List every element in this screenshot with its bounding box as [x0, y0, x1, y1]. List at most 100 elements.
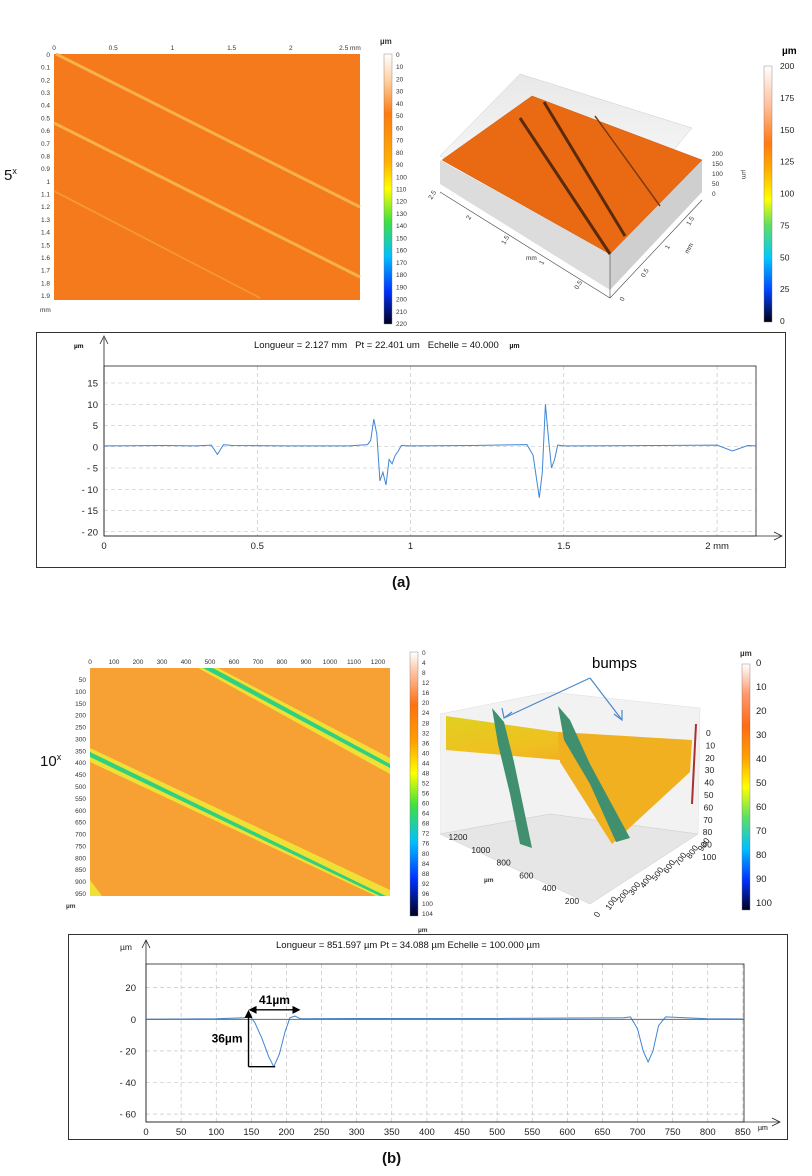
z-tick: 0: [706, 728, 711, 738]
colorbar-tick: 28: [422, 720, 430, 727]
map-y-tick: 900: [75, 879, 86, 886]
map-x-tick: 2.5 mm: [339, 45, 361, 52]
z-tick: 150: [712, 161, 723, 168]
map-y-tick: 0.4: [41, 103, 50, 110]
colorbar-tick: 20: [396, 76, 404, 83]
colorbar-tick: 76: [422, 841, 430, 848]
colorbar-tick: 30: [396, 89, 404, 96]
colorbar-tick: 0: [756, 658, 761, 669]
ticks: 200- 20- 40- 600 50 100 150 200 250 300 350 400 4…: [120, 983, 751, 1138]
colorbar-b2: [741, 663, 751, 911]
map-x-tick: 700: [253, 659, 264, 666]
colorbar-tick: 125: [780, 157, 794, 167]
map-y-tick: 450: [75, 772, 86, 779]
colorbar-tick: 150: [780, 125, 794, 135]
colorbar-tick: 50: [780, 252, 790, 262]
x-unit: mm: [526, 255, 537, 262]
x-tick: 400: [542, 883, 556, 893]
colorbar-tick: 70: [756, 826, 767, 837]
map-y-tick: 0.7: [41, 141, 50, 148]
arrowhead: [292, 1005, 301, 1014]
x-ticks: 2.5 2 1.5 1 0.5: [427, 189, 584, 291]
colorbar-tick: 20: [756, 706, 767, 717]
x-tick-label: 650: [595, 1127, 611, 1138]
colorbar-tick: 0: [422, 650, 426, 657]
z-tick: 100: [702, 852, 716, 862]
groove-band: [198, 668, 390, 774]
map-x-tick: 1.5: [227, 45, 236, 52]
z-tick: 0: [712, 191, 716, 198]
colorbar-tick: 52: [422, 781, 430, 788]
z-ticks: 200 150 100 50 0: [712, 151, 723, 198]
z-tick: 10: [706, 740, 716, 750]
groove-3d: [542, 101, 627, 237]
colorbar-tick: 80: [756, 850, 767, 861]
map-y-tick: 700: [75, 832, 86, 839]
colorbar-tick: 180: [396, 272, 407, 279]
colorbar-ticks: 0481216202428323640444852566064687276808…: [422, 650, 433, 918]
profile-title-a: Longueur = 2.127 mm Pt = 22.401 um Echel…: [254, 340, 520, 351]
map-x-tick: 1: [171, 45, 175, 52]
x-tick: 1: [538, 259, 546, 266]
colorbar-ticks: 200 175 150 125 100 75 50 25 0: [780, 61, 794, 326]
z-tick: 80: [703, 827, 713, 837]
colorbar-tick: 100: [756, 898, 772, 909]
y-tick-label: 20: [125, 983, 136, 994]
groove-edge: [691, 723, 697, 805]
colorbar-tick: 140: [396, 223, 407, 230]
groove-3d: [594, 115, 661, 207]
map-y-unit: µm: [66, 903, 76, 910]
colorbar-tick: 24: [422, 710, 430, 717]
width-label: 41µm: [259, 993, 290, 1007]
map-y-ticks: 50 100 150 200 250 300 350 400 450 500 550 600 650 70…: [75, 677, 86, 898]
colorbar-tick: 96: [422, 891, 430, 898]
x-tick-label: 200: [279, 1127, 295, 1138]
map-y-tick: 300: [75, 736, 86, 743]
y-tick: 1.5: [685, 215, 696, 227]
map-x-tick: 300: [157, 659, 168, 666]
x-tick-label: 300: [349, 1127, 365, 1138]
map-x-tick: 1000: [323, 659, 338, 666]
width-annotation: 41µm: [248, 993, 301, 1014]
x-tick: 600: [519, 870, 533, 880]
x-tick-label: 100: [208, 1127, 224, 1138]
x-axis-arrow: [773, 531, 783, 541]
x-tick: 200: [565, 896, 579, 906]
x-tick-label: 50: [176, 1127, 187, 1138]
map-x-tick: 0: [52, 45, 56, 52]
groove-band: [90, 748, 390, 896]
map-y-tick: 1.8: [41, 280, 50, 287]
map-y-tick: 350: [75, 748, 86, 755]
z-tick: 200: [712, 151, 723, 158]
colorbar-tick: 60: [396, 125, 404, 132]
y-ticks: 0 0.5 1 1.5: [619, 215, 696, 302]
map-y-tick: 50: [79, 677, 87, 684]
profile-line: [103, 404, 757, 498]
z-tick: 100: [712, 171, 723, 178]
bumps-arrow: [503, 677, 591, 719]
colorbar-ticks: 0 10 20 30 40 50 60 70 80 90 100: [756, 658, 772, 909]
colorbar-tick: 56: [422, 791, 430, 798]
colorbar-tick: 92: [422, 881, 430, 888]
y-tick-label: - 20: [120, 1046, 136, 1057]
y-tick-label: - 40: [120, 1078, 136, 1089]
x-tick-label: 0: [143, 1127, 148, 1138]
x-tick-label: 2 mm: [705, 541, 729, 552]
map-x-tick: 1100: [347, 659, 361, 666]
colorbar-tick: 70: [396, 138, 404, 145]
colorbar-tick: 50: [756, 778, 767, 789]
colorbar-tick: 0: [780, 316, 785, 326]
colorbar-tick: 160: [396, 248, 407, 255]
profile-title-b: Longueur = 851.597 µm Pt = 34.088 µm Ech…: [276, 940, 540, 951]
map-y-tick: 600: [75, 808, 86, 815]
bumps-arrow: [589, 677, 623, 721]
map-x-tick: 600: [229, 659, 240, 666]
axis-line: [609, 199, 703, 299]
x-unit: µm: [484, 877, 494, 884]
colorbar-tick: 68: [422, 821, 430, 828]
y-unit: µm: [74, 343, 84, 350]
x-tick: 800: [497, 858, 511, 868]
colorbar-tick: 220: [396, 321, 407, 328]
